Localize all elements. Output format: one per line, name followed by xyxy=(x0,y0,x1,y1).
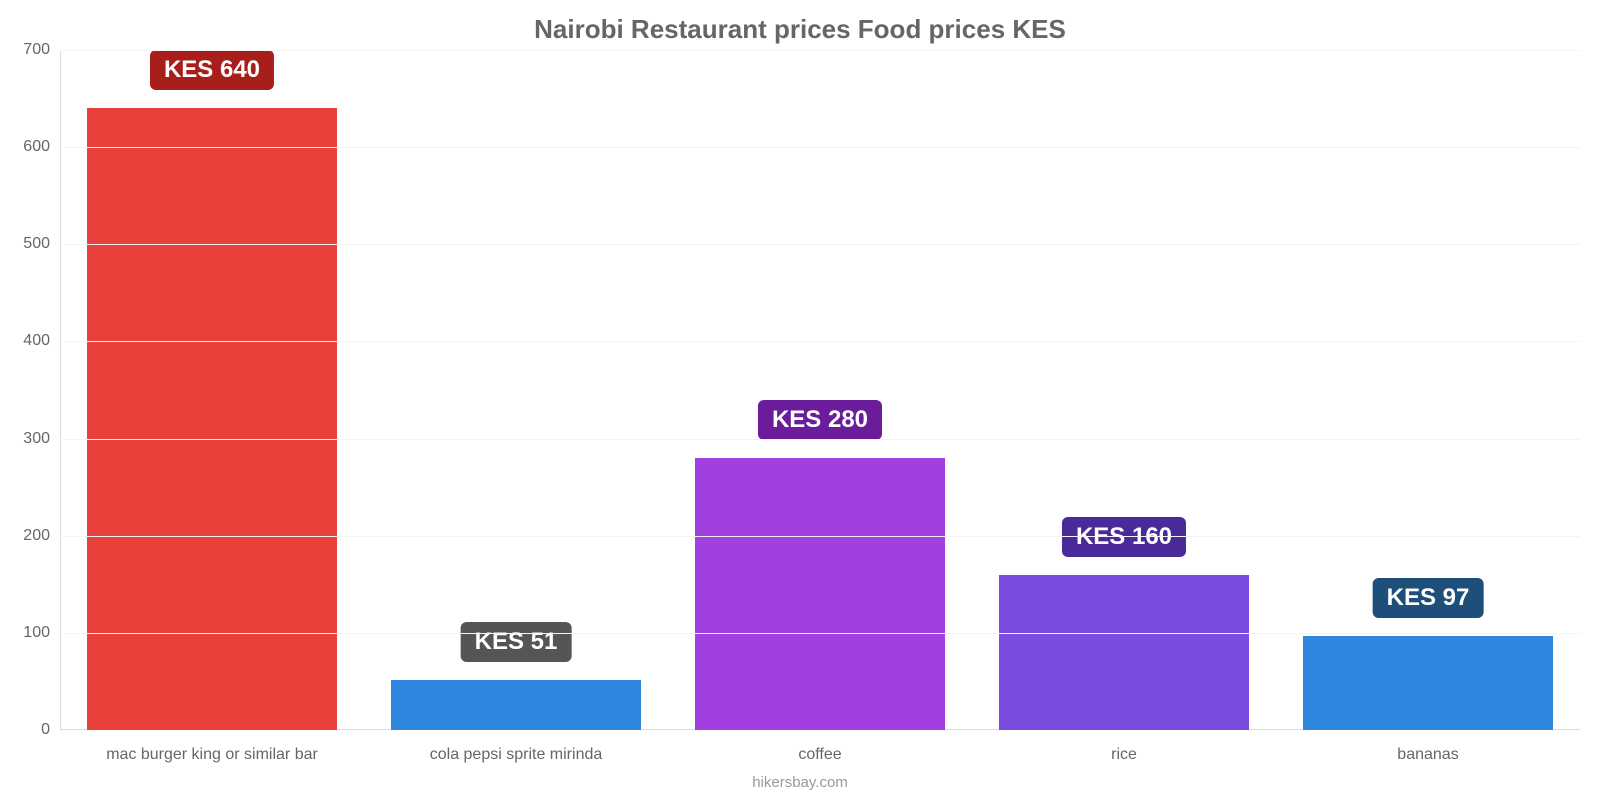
bar xyxy=(695,458,944,730)
y-tick-label: 300 xyxy=(2,430,50,448)
y-tick-label: 100 xyxy=(2,624,50,642)
gridline xyxy=(60,633,1580,634)
y-tick-label: 500 xyxy=(2,235,50,253)
bar-value-label: KES 280 xyxy=(758,400,882,440)
x-tick-label: rice xyxy=(1111,746,1137,764)
bar-value-label: KES 640 xyxy=(150,50,274,90)
gridline xyxy=(60,536,1580,537)
x-tick-label: coffee xyxy=(798,746,841,764)
x-tick-label: bananas xyxy=(1397,746,1458,764)
chart-title: Nairobi Restaurant prices Food prices KE… xyxy=(0,0,1600,45)
y-tick-label: 400 xyxy=(2,332,50,350)
y-tick-label: 0 xyxy=(2,721,50,739)
bar xyxy=(391,680,640,730)
bar-value-label: KES 97 xyxy=(1373,578,1484,618)
bars-layer: KES 640KES 51KES 280KES 160KES 97 xyxy=(60,50,1580,730)
x-tick-label: mac burger king or similar bar xyxy=(106,746,318,764)
chart-container: Nairobi Restaurant prices Food prices KE… xyxy=(0,0,1600,800)
bar xyxy=(87,108,336,730)
plot-area: KES 640KES 51KES 280KES 160KES 97 010020… xyxy=(60,50,1580,730)
bar xyxy=(1303,636,1552,730)
y-tick-label: 600 xyxy=(2,138,50,156)
y-tick-label: 200 xyxy=(2,527,50,545)
gridline xyxy=(60,439,1580,440)
y-tick-label: 700 xyxy=(2,41,50,59)
gridline xyxy=(60,341,1580,342)
source-label: hikersbay.com xyxy=(752,774,848,791)
gridline xyxy=(60,244,1580,245)
gridline xyxy=(60,50,1580,51)
x-tick-label: cola pepsi sprite mirinda xyxy=(430,746,603,764)
bar xyxy=(999,575,1248,730)
gridline xyxy=(60,147,1580,148)
bar-value-label: KES 51 xyxy=(461,622,572,662)
